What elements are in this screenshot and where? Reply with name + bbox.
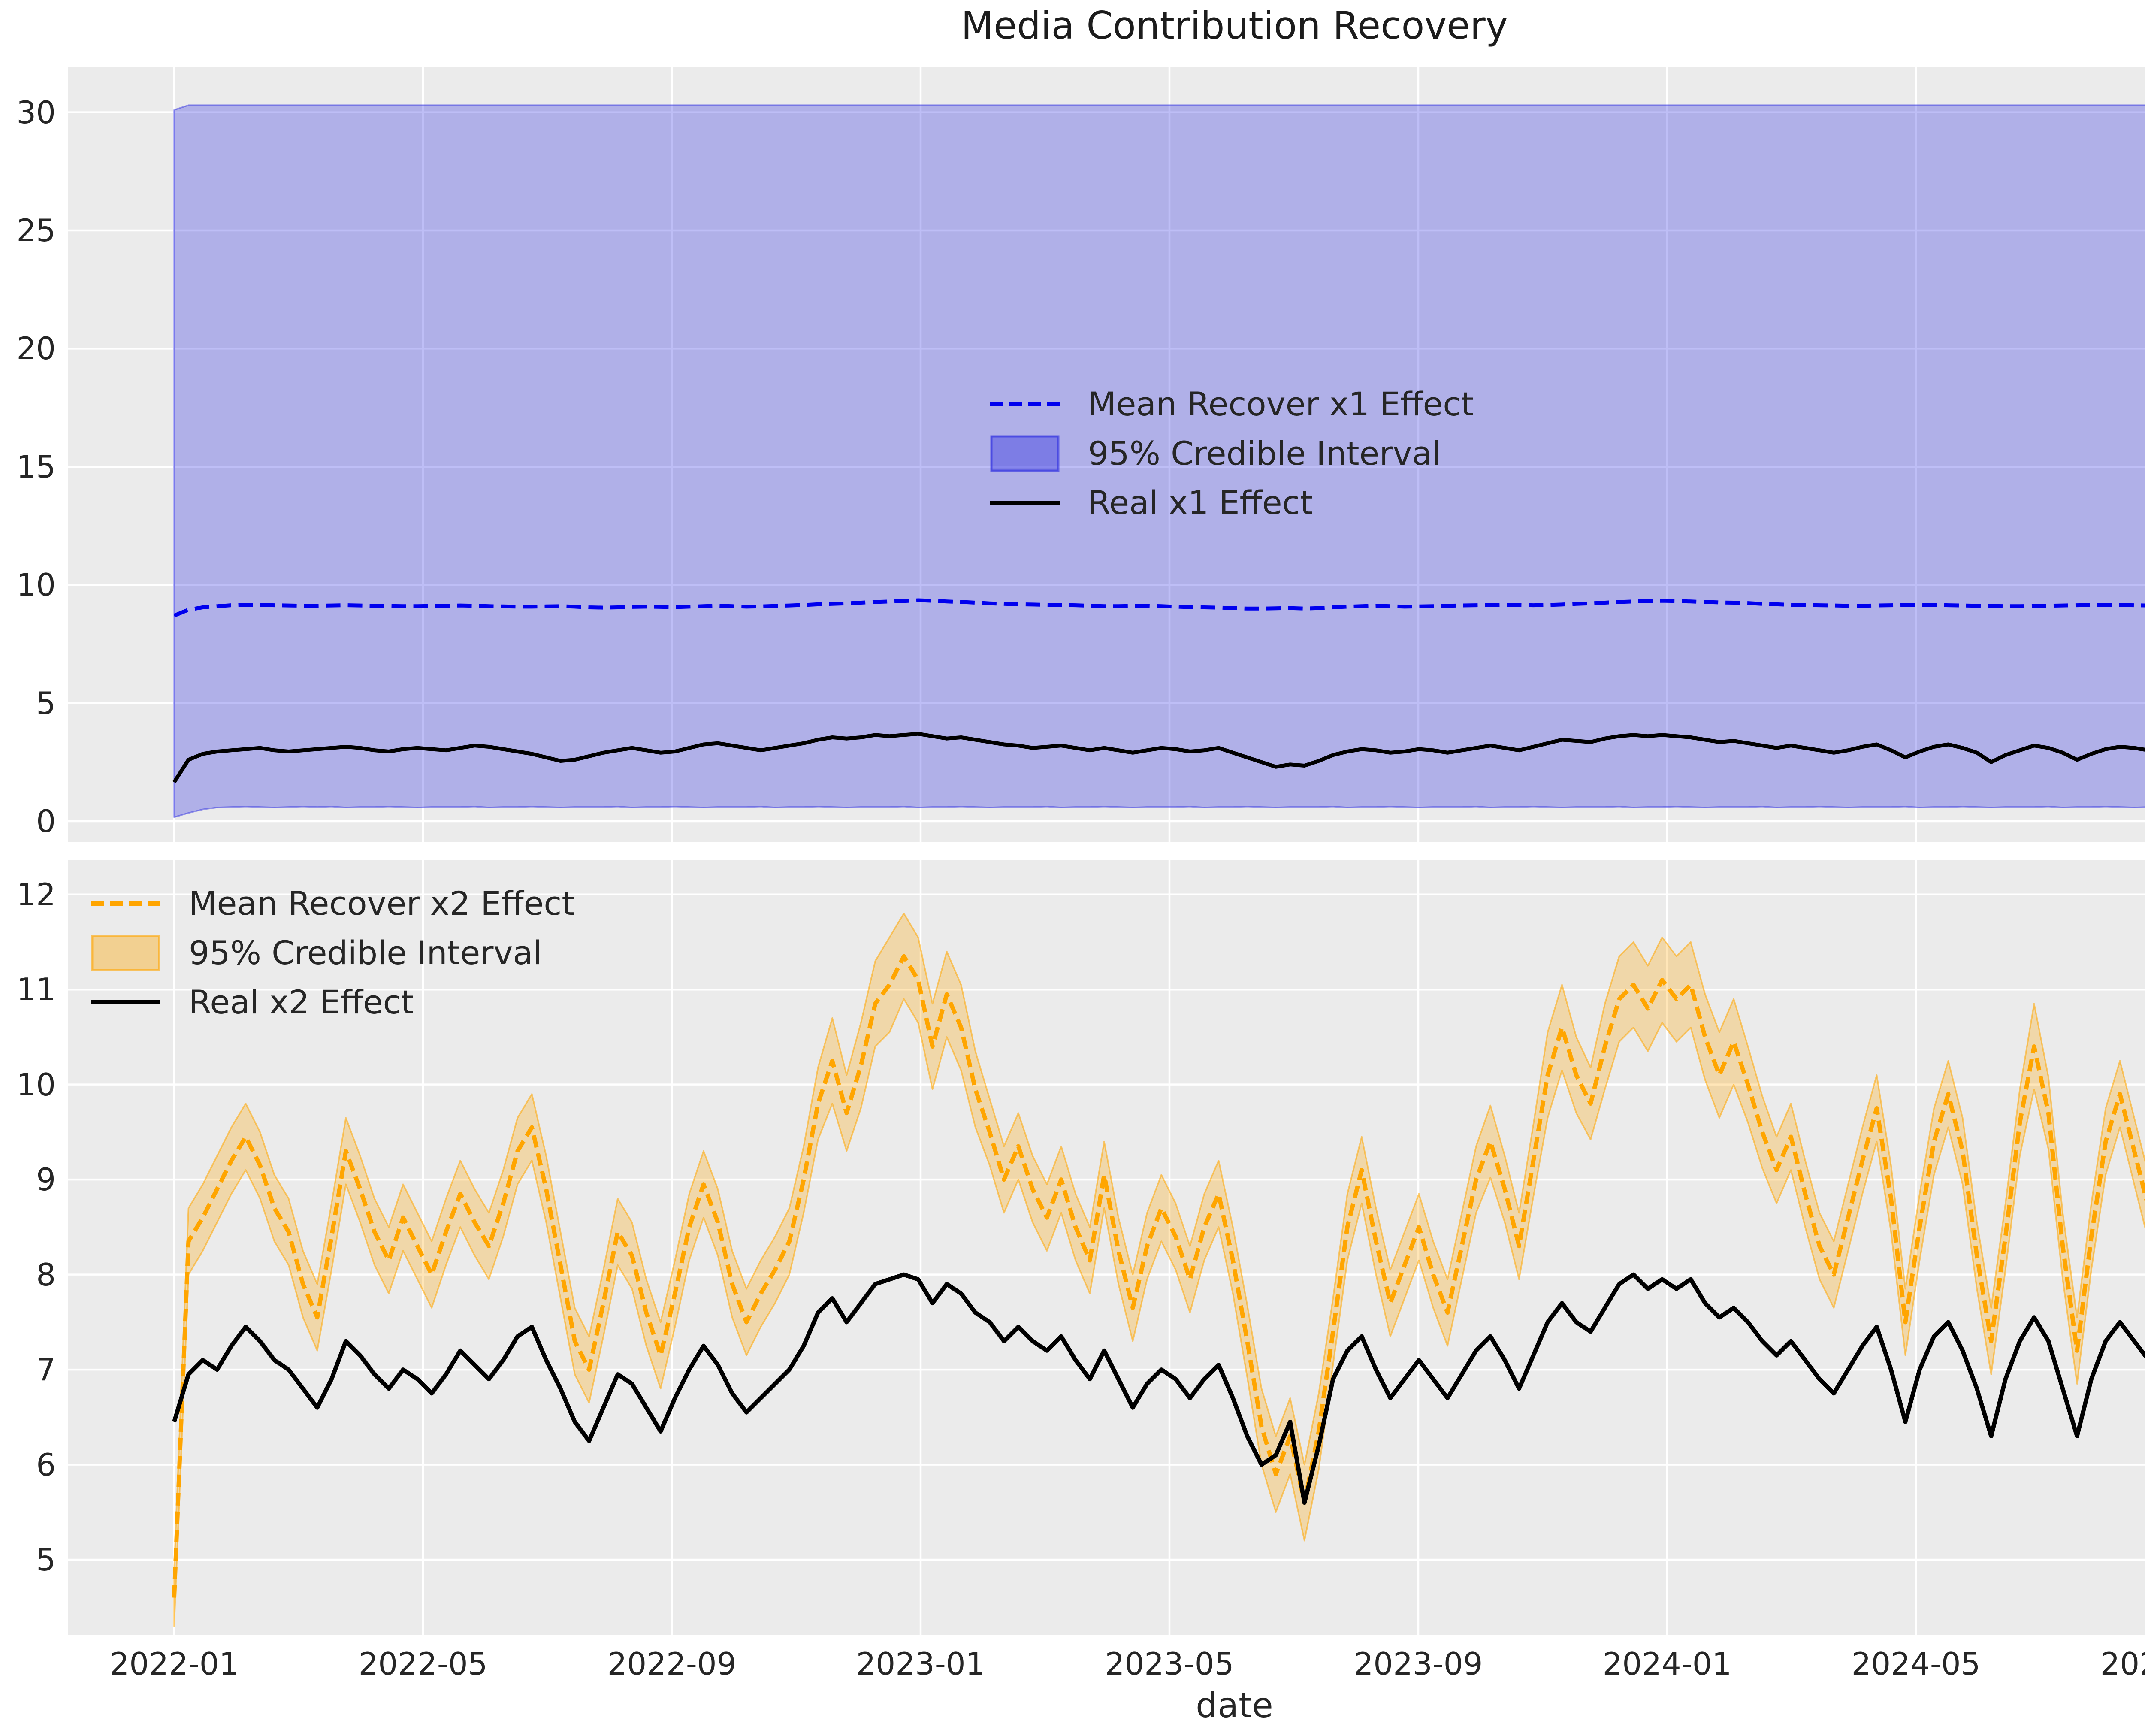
legend-label: Real x1 Effect bbox=[1088, 484, 1313, 522]
x-tick-label: 2023-09 bbox=[1353, 1646, 1483, 1682]
legend-item-real-x1: Real x1 Effect bbox=[990, 478, 1474, 527]
x-tick-label: 2022-01 bbox=[109, 1646, 239, 1682]
legend-label: Mean Recover x2 Effect bbox=[189, 884, 575, 922]
y-tick-label: 9 bbox=[36, 1161, 56, 1198]
solid-line-sample-icon bbox=[91, 984, 160, 1021]
x2-effect-chart-panel bbox=[68, 860, 2145, 1635]
solid-line-sample-icon bbox=[990, 484, 1060, 521]
y-tick-label: 20 bbox=[16, 330, 56, 367]
x-tick-label: 2023-01 bbox=[856, 1646, 985, 1682]
credible-interval-patch-icon bbox=[91, 935, 160, 971]
y-tick-label: 10 bbox=[16, 567, 56, 603]
dashed-line-sample-icon bbox=[990, 386, 1060, 423]
x1-effect-chart-panel bbox=[68, 67, 2145, 842]
credible-interval-patch-icon bbox=[990, 435, 1060, 472]
y-tick-label: 8 bbox=[36, 1256, 56, 1293]
legend-label: 95% Credible Interval bbox=[1088, 434, 1441, 472]
x-tick-label: 2024-09 bbox=[2100, 1646, 2145, 1682]
x-tick-label: 2022-05 bbox=[358, 1646, 488, 1682]
legend-x1: Mean Recover x1 Effect 95% Credible Inte… bbox=[990, 379, 1474, 527]
y-tick-label: 11 bbox=[16, 971, 56, 1008]
legend-item-mean-x1: Mean Recover x1 Effect bbox=[990, 379, 1474, 429]
x-tick-label: 2023-05 bbox=[1105, 1646, 1234, 1682]
x-tick-label: 2024-01 bbox=[1602, 1646, 1732, 1682]
legend-x2: Mean Recover x2 Effect 95% Credible Inte… bbox=[91, 879, 574, 1027]
y-tick-label: 25 bbox=[16, 212, 56, 249]
legend-item-ci-x1: 95% Credible Interval bbox=[990, 429, 1474, 478]
y-tick-label: 6 bbox=[36, 1446, 56, 1483]
legend-label: Real x2 Effect bbox=[189, 983, 414, 1021]
x-tick-label: 2024-05 bbox=[1851, 1646, 1981, 1682]
y-tick-label: 30 bbox=[16, 94, 56, 130]
y-tick-label: 0 bbox=[36, 803, 56, 839]
y-tick-label: 10 bbox=[16, 1066, 56, 1103]
y-tick-label: 15 bbox=[16, 448, 56, 485]
y-tick-label: 5 bbox=[36, 1542, 56, 1578]
x1-effect-chart bbox=[68, 67, 2145, 842]
x2-effect-chart bbox=[68, 860, 2145, 1635]
legend-label: Mean Recover x1 Effect bbox=[1088, 385, 1474, 423]
legend-label: 95% Credible Interval bbox=[189, 934, 542, 972]
y-tick-label: 12 bbox=[16, 876, 56, 913]
dashed-line-sample-icon bbox=[91, 885, 160, 922]
y-tick-label: 5 bbox=[36, 685, 56, 721]
x-tick-label: 2022-09 bbox=[607, 1646, 737, 1682]
x-axis-label: date bbox=[1196, 1685, 1273, 1725]
chart-title: Media Contribution Recovery bbox=[961, 3, 1508, 48]
y-tick-label: 7 bbox=[36, 1352, 56, 1388]
legend-item-ci-x2: 95% Credible Interval bbox=[91, 928, 574, 977]
legend-item-real-x2: Real x2 Effect bbox=[91, 977, 574, 1027]
legend-item-mean-x2: Mean Recover x2 Effect bbox=[91, 879, 574, 928]
